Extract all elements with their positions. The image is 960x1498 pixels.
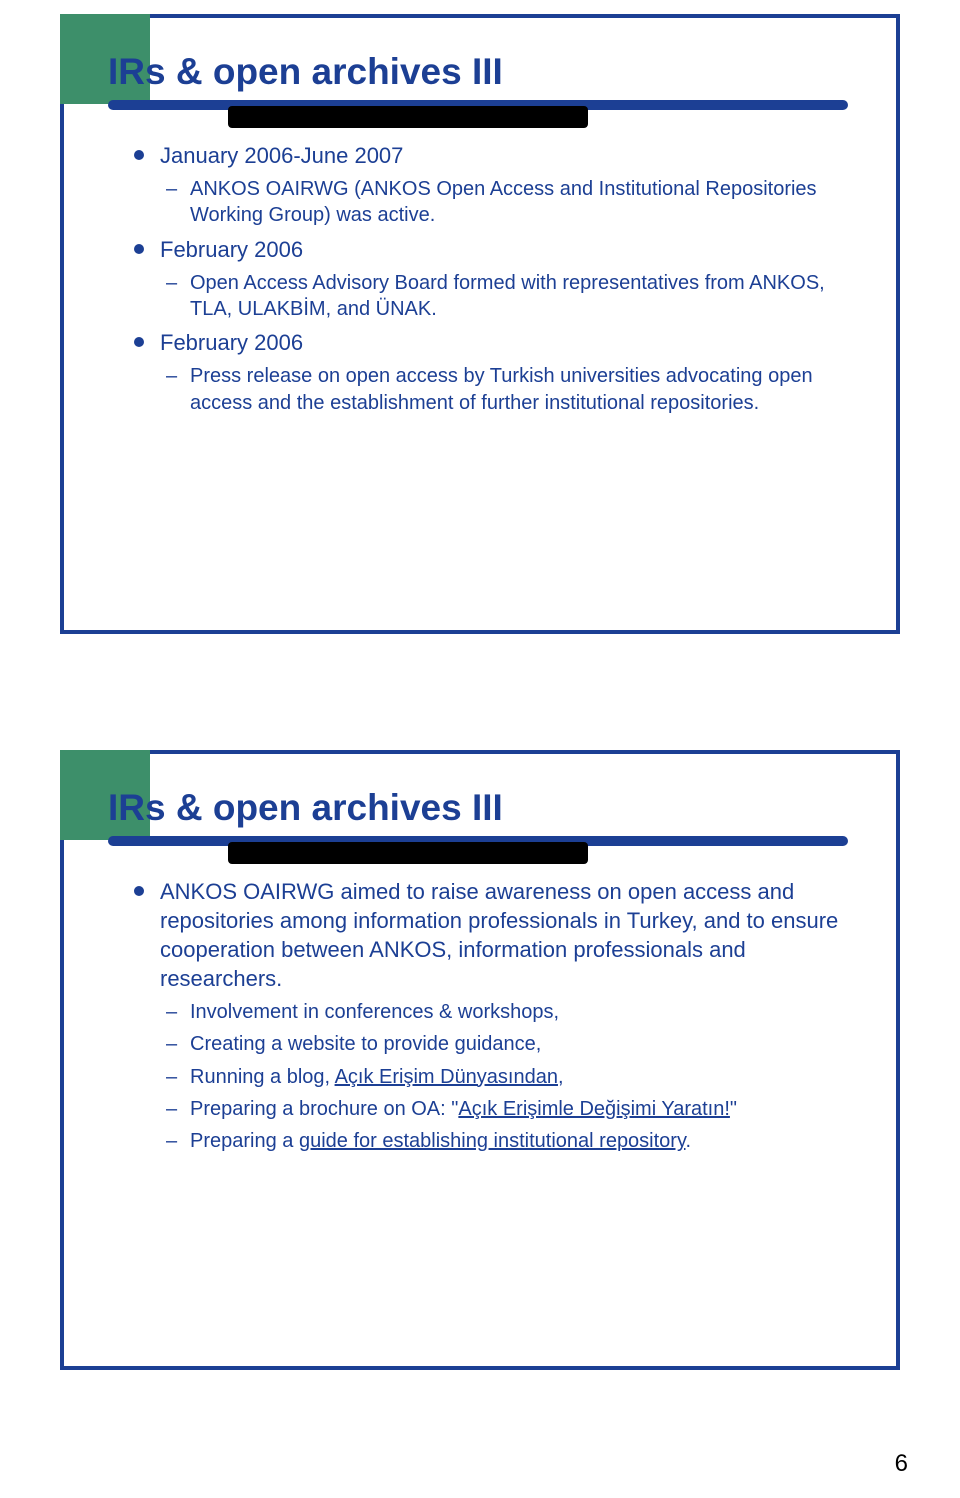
page-number: 6 [895,1450,908,1478]
slide-1: IRs & open archives III January 2006-Jun… [60,14,900,634]
bullet-level1: February 2006 [132,328,846,357]
bullet-level1: February 2006 [132,235,846,264]
bullet-level2: Open Access Advisory Board formed with r… [132,270,846,323]
bullet-level2: Press release on open access by Turkish … [132,363,846,416]
inline-link[interactable]: guide for establishing institutional rep… [299,1130,686,1152]
slide-content: January 2006-June 2007 ANKOS OAIRWG (ANKO… [132,141,846,416]
bullet-level2: Preparing a guide for establishing insti… [132,1128,846,1154]
slide-2: IRs & open archives III ANKOS OAIRWG aim… [60,750,900,1370]
title-underline-shadow [228,106,588,128]
bullet-level1: January 2006-June 2007 [132,141,846,170]
bullet-level2: Involvement in conferences & workshops, [132,999,846,1025]
bullet-level2: ANKOS OAIRWG (ANKOS Open Access and Inst… [132,176,846,229]
inline-link[interactable]: Açık Erişim Dünyasından [335,1066,558,1088]
title-underline-shadow [228,842,588,864]
title-wrap: IRs & open archives III [108,788,896,829]
slide-title: IRs & open archives III [108,788,896,829]
inline-link[interactable]: Açık Erişimle Değişimi Yaratın! [458,1098,730,1120]
bullet-level1: ANKOS OAIRWG aimed to raise awareness on… [132,877,846,993]
bullet-level2: Running a blog, Açık Erişim Dünyasından, [132,1064,846,1090]
slide-content: ANKOS OAIRWG aimed to raise awareness on… [132,877,846,1155]
slide-title: IRs & open archives III [108,52,896,93]
bullet-level2: Creating a website to provide guidance, [132,1031,846,1057]
title-wrap: IRs & open archives III [108,52,896,93]
bullet-level2: Preparing a brochure on OA: "Açık Erişim… [132,1096,846,1122]
